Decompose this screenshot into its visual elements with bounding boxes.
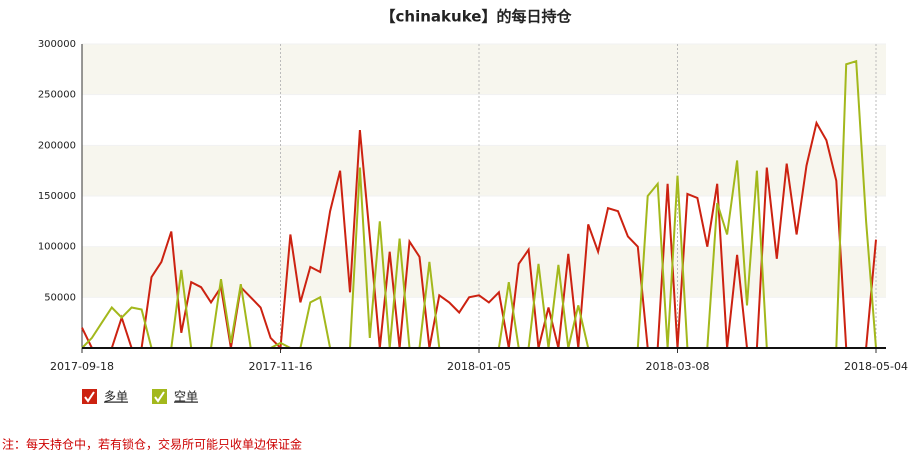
x-tick-label: 2018-05-04: [844, 360, 908, 373]
y-tick-label: 50000: [44, 292, 76, 303]
legend-checkbox[interactable]: [152, 389, 167, 404]
footnote: 注：每天持仓中，若有锁仓，交易所可能只收单边保证金: [2, 437, 302, 452]
legend-label[interactable]: 多单: [104, 390, 128, 404]
y-tick-label: 250000: [38, 90, 76, 101]
y-tick-label: 150000: [38, 191, 76, 202]
grid-band: [82, 44, 886, 95]
legend-check: [84, 391, 95, 403]
legend-checkbox[interactable]: [82, 389, 97, 404]
x-tick-label: 2018-01-05: [447, 360, 511, 373]
x-tick-label: 2018-03-08: [646, 360, 710, 373]
legend-check: [154, 391, 165, 403]
y-tick-label: 100000: [38, 242, 76, 253]
legend-label[interactable]: 空单: [174, 390, 198, 404]
x-tick-label: 2017-11-16: [249, 360, 313, 373]
grid-band: [82, 145, 886, 196]
series-line: [81, 120, 877, 351]
grid-band: [82, 246, 886, 298]
y-tick-label: 200000: [38, 140, 76, 151]
chart-title: 【chinakuke】的每日持仓: [381, 8, 573, 26]
y-tick-label: 300000: [38, 39, 76, 50]
x-tick-label: 2017-09-18: [50, 360, 114, 373]
